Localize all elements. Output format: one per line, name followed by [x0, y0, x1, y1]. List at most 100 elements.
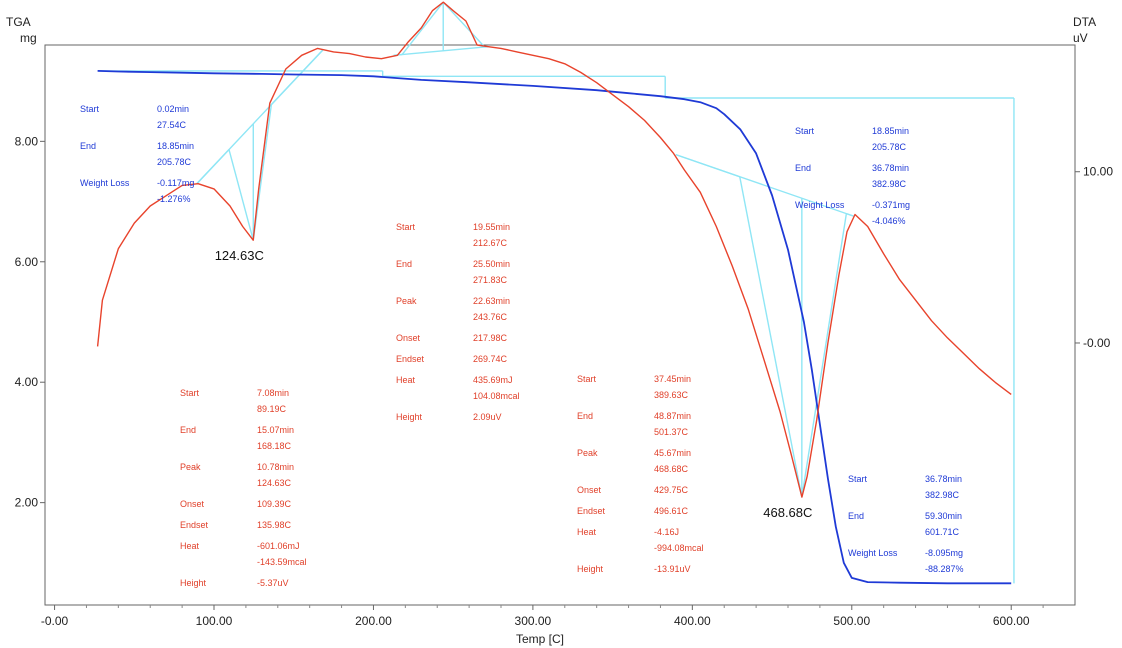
annotation-value: -601.06mJ	[257, 541, 300, 551]
annotation-value: 382.98C	[872, 179, 907, 189]
annotation-key: Weight Loss	[80, 178, 130, 188]
annotation-value: 25.50min	[473, 259, 510, 269]
annotation-value: 271.83C	[473, 275, 508, 285]
x-tick-label: 300.00	[515, 614, 552, 628]
annotation-key: Start	[795, 126, 815, 136]
right-axis-title: DTA	[1073, 15, 1096, 29]
annotation-value: -4.046%	[872, 216, 906, 226]
annotation-value: 124.63C	[257, 478, 292, 488]
annotation-value: -1.276%	[157, 194, 191, 204]
annotation-block: Start 0.02min 27.54C End 18.85min 205.78C Weig…	[80, 104, 194, 204]
annotation-value: 7.08min	[257, 388, 289, 398]
dta-endset-tangent	[442, 1, 486, 48]
annotation-value: 48.87min	[654, 411, 691, 421]
dta-onset-tangent	[675, 153, 741, 178]
annotation-key: Start	[180, 388, 200, 398]
annotation-value: 217.98C	[473, 333, 508, 343]
annotation-value: -5.37uV	[257, 578, 289, 588]
annotation-key: Height	[180, 578, 207, 588]
annotation-block: Start 36.78min 382.98C End 59.30min 601.71C We…	[848, 474, 964, 574]
annotation-key: Onset	[396, 333, 421, 343]
x-axis-label: Temp [C]	[516, 632, 564, 646]
annotation-value: 389.63C	[654, 390, 689, 400]
annotation-value: 19.55min	[473, 222, 510, 232]
annotation-value: 109.39C	[257, 499, 292, 509]
plot-frame	[44, 44, 1076, 606]
annotation-value: -994.08mcal	[654, 543, 704, 553]
annotation-key: Peak	[577, 448, 598, 458]
annotation-value: 205.78C	[157, 157, 192, 167]
left-tick-label: 8.00	[15, 134, 39, 148]
analysis-guides	[98, 1, 1015, 584]
annotation-value: 37.45min	[654, 374, 691, 384]
dta-baseline	[393, 46, 489, 56]
left-axis-ticks: 8.00 6.00 4.00 2.00	[15, 134, 45, 510]
annotation-value: -88.287%	[925, 564, 964, 574]
annotation-value: 2.09uV	[473, 412, 502, 422]
annotation-key: Start	[396, 222, 416, 232]
x-tick-label: 200.00	[355, 614, 392, 628]
left-tick-label: 2.00	[15, 496, 39, 510]
annotation-key: Peak	[180, 462, 201, 472]
annotation-key: Start	[80, 104, 100, 114]
dta-onset-tangent	[401, 1, 444, 55]
annotation-key: Height	[396, 412, 423, 422]
annotation-key: End	[80, 141, 96, 151]
annotation-value: 0.02min	[157, 104, 189, 114]
left-axis-title: TGA	[6, 15, 31, 29]
annotation-block: Start 7.08min 89.19C End 15.07min 168.18C Peak…	[180, 388, 307, 588]
annotation-value: 168.18C	[257, 441, 292, 451]
annotation-key: Onset	[577, 485, 602, 495]
x-tick-label: 500.00	[833, 614, 870, 628]
annotation-key: End	[577, 411, 593, 421]
annotation-key: Onset	[180, 499, 205, 509]
annotation-key: End	[795, 163, 811, 173]
annotation-blocks: Start 0.02min 27.54C End 18.85min 205.78C Weig…	[80, 104, 964, 588]
left-axis-unit: mg	[20, 31, 37, 45]
peak-temperature-label: 124.63C	[215, 248, 264, 263]
annotation-value: 601.71C	[925, 527, 960, 537]
annotation-key: Weight Loss	[795, 200, 845, 210]
annotation-key: End	[396, 259, 412, 269]
annotation-block: Start 19.55min 212.67C End 25.50min 271.83C Pe…	[396, 222, 520, 422]
annotation-value: 382.98C	[925, 490, 960, 500]
annotation-key: Endset	[577, 506, 606, 516]
annotation-value: 89.19C	[257, 404, 287, 414]
annotation-value: 205.78C	[872, 142, 907, 152]
annotation-key: Peak	[396, 296, 417, 306]
right-axis-unit: uV	[1073, 31, 1088, 45]
annotation-key: Weight Loss	[848, 548, 898, 558]
annotation-value: 10.78min	[257, 462, 294, 472]
annotation-key: Heat	[180, 541, 200, 551]
right-axis-ticks: 10.00 -0.00	[1075, 165, 1113, 350]
annotation-key: Height	[577, 564, 604, 574]
annotation-value: 435.69mJ	[473, 375, 513, 385]
x-tick-label: 600.00	[993, 614, 1030, 628]
annotation-value: 429.75C	[654, 485, 689, 495]
annotation-value: 59.30min	[925, 511, 962, 521]
annotation-value: 27.54C	[157, 120, 187, 130]
annotation-value: -0.117mg	[157, 178, 194, 188]
annotation-value: 243.76C	[473, 312, 508, 322]
annotation-value: 501.37C	[654, 427, 689, 437]
x-tick-label: -0.00	[41, 614, 69, 628]
annotation-key: Start	[848, 474, 868, 484]
annotation-block: Start 37.45min 389.63C End 48.87min 501.37C Pe…	[577, 374, 704, 574]
annotation-value: 269.74C	[473, 354, 508, 364]
annotation-key: Heat	[577, 527, 597, 537]
annotation-value: 36.78min	[925, 474, 962, 484]
annotation-block: Start 18.85min 205.78C End 36.78min 382.98C We…	[795, 126, 910, 226]
dta-onset-tangent	[196, 149, 230, 185]
x-axis-ticks: -0.00 100.00 200.00 300.00 400.00 500.00 600.0…	[41, 605, 1044, 628]
annotation-value: 18.85min	[872, 126, 909, 136]
x-tick-label: 100.00	[196, 614, 233, 628]
x-tick-label: 400.00	[674, 614, 711, 628]
annotation-value: -13.91uV	[654, 564, 691, 574]
annotation-value: -0.371mg	[872, 200, 910, 210]
dta-endset-tangent	[846, 212, 855, 217]
dta-onset-tangent	[228, 149, 254, 241]
annotation-value: 15.07min	[257, 425, 294, 435]
annotation-value: 22.63min	[473, 296, 510, 306]
annotation-value: 104.08mcal	[473, 391, 520, 401]
